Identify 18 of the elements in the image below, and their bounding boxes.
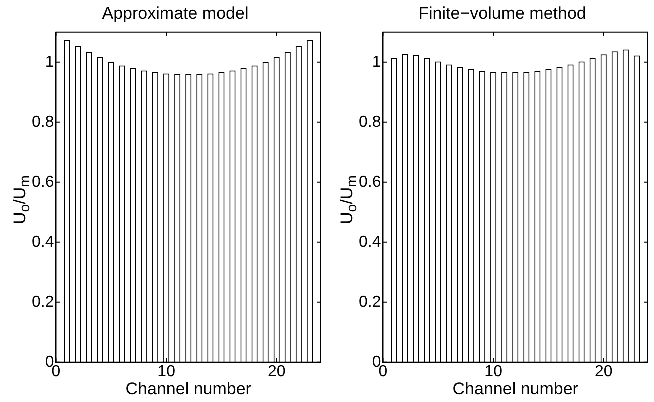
y-tick-label: 1: [45, 54, 54, 71]
x-axis-title: Channel number: [452, 379, 579, 398]
chart-title: Approximate model: [102, 4, 249, 23]
chart-title: Finite−volume method: [418, 4, 586, 23]
y-tick-label: 0.8: [358, 114, 382, 131]
x-axis-title: Channel number: [126, 379, 252, 398]
y-tick-label: 0.2: [32, 294, 54, 311]
x-tick-label: 20: [594, 363, 613, 380]
x-tick-label: 10: [158, 363, 176, 380]
y-tick-label: 0.6: [32, 174, 54, 191]
y-tick-label: 0.6: [358, 174, 382, 191]
y-tick-label: 0.8: [32, 114, 54, 131]
y-tick-label: 1: [372, 54, 382, 71]
y-tick-label: 0.2: [358, 294, 382, 311]
y-tick-label: 0.4: [32, 234, 54, 251]
x-tick-label: 20: [268, 363, 286, 380]
y-tick-label: 0.4: [358, 234, 382, 251]
x-tick-label: 10: [484, 363, 503, 380]
